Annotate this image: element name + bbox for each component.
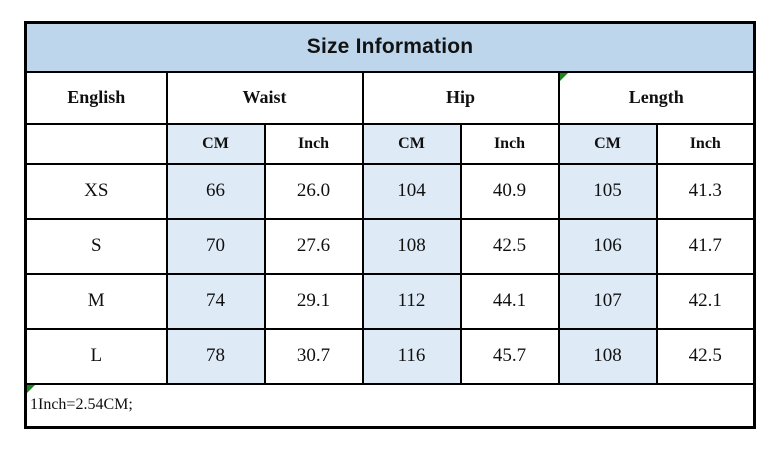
footnote-cell: 1Inch=2.54CM; bbox=[24, 382, 756, 429]
waist-inch-value: 27.6 bbox=[263, 217, 364, 275]
length-inch-value: 41.3 bbox=[655, 162, 756, 220]
header-hip: Hip bbox=[361, 70, 560, 125]
table-title-row: Size Information bbox=[24, 21, 756, 73]
hip-cm-value: 112 bbox=[361, 272, 462, 330]
hip-inch-value: 42.5 bbox=[459, 217, 560, 275]
size-information-table: Size Information English Waist Hip Lengt… bbox=[24, 21, 757, 429]
hip-inch-value: 44.1 bbox=[459, 272, 560, 330]
unit-hip-cm: CM bbox=[361, 122, 462, 165]
hip-inch-value: 40.9 bbox=[459, 162, 560, 220]
header-english: English bbox=[24, 70, 168, 125]
length-cm-value: 107 bbox=[557, 272, 658, 330]
length-cm-value: 105 bbox=[557, 162, 658, 220]
table-row-xs: XS 66 26.0 104 40.9 105 41.3 bbox=[24, 162, 756, 220]
unit-length-cm: CM bbox=[557, 122, 658, 165]
hip-cm-value: 116 bbox=[361, 327, 462, 385]
waist-cm-value: 74 bbox=[165, 272, 266, 330]
table-footnote-row: 1Inch=2.54CM; bbox=[24, 382, 756, 429]
waist-cm-value: 78 bbox=[165, 327, 266, 385]
length-inch-value: 41.7 bbox=[655, 217, 756, 275]
size-label: L bbox=[24, 327, 168, 385]
size-label: M bbox=[24, 272, 168, 330]
unit-waist-cm: CM bbox=[165, 122, 266, 165]
table-title: Size Information bbox=[24, 21, 756, 73]
unit-hip-inch: Inch bbox=[459, 122, 560, 165]
hip-cm-value: 108 bbox=[361, 217, 462, 275]
hip-inch-value: 45.7 bbox=[459, 327, 560, 385]
size-label: S bbox=[24, 217, 168, 275]
size-chart: Size Information English Waist Hip Lengt… bbox=[24, 21, 757, 429]
length-inch-value: 42.5 bbox=[655, 327, 756, 385]
unit-length-inch: Inch bbox=[655, 122, 756, 165]
waist-inch-value: 29.1 bbox=[263, 272, 364, 330]
footnote-text: 1Inch=2.54CM; bbox=[30, 396, 133, 414]
size-label: XS bbox=[24, 162, 168, 220]
length-cm-value: 106 bbox=[557, 217, 658, 275]
table-row-s: S 70 27.6 108 42.5 106 41.7 bbox=[24, 217, 756, 275]
length-inch-value: 42.1 bbox=[655, 272, 756, 330]
header-length: Length bbox=[557, 70, 756, 125]
waist-cm-value: 70 bbox=[165, 217, 266, 275]
waist-inch-value: 30.7 bbox=[263, 327, 364, 385]
cell-corner-marker-icon bbox=[27, 385, 35, 393]
table-header-row: English Waist Hip Length bbox=[24, 70, 756, 125]
table-row-l: L 78 30.7 116 45.7 108 42.5 bbox=[24, 327, 756, 385]
header-length-label: Length bbox=[628, 87, 684, 107]
table-row-m: M 74 29.1 112 44.1 107 42.1 bbox=[24, 272, 756, 330]
waist-inch-value: 26.0 bbox=[263, 162, 364, 220]
table-unit-row: CM Inch CM Inch CM Inch bbox=[24, 122, 756, 165]
header-waist: Waist bbox=[165, 70, 364, 125]
waist-cm-value: 66 bbox=[165, 162, 266, 220]
length-cm-value: 108 bbox=[557, 327, 658, 385]
hip-cm-value: 104 bbox=[361, 162, 462, 220]
cell-corner-marker-icon bbox=[560, 73, 568, 81]
unit-waist-inch: Inch bbox=[263, 122, 364, 165]
unit-empty-cell bbox=[24, 122, 168, 165]
